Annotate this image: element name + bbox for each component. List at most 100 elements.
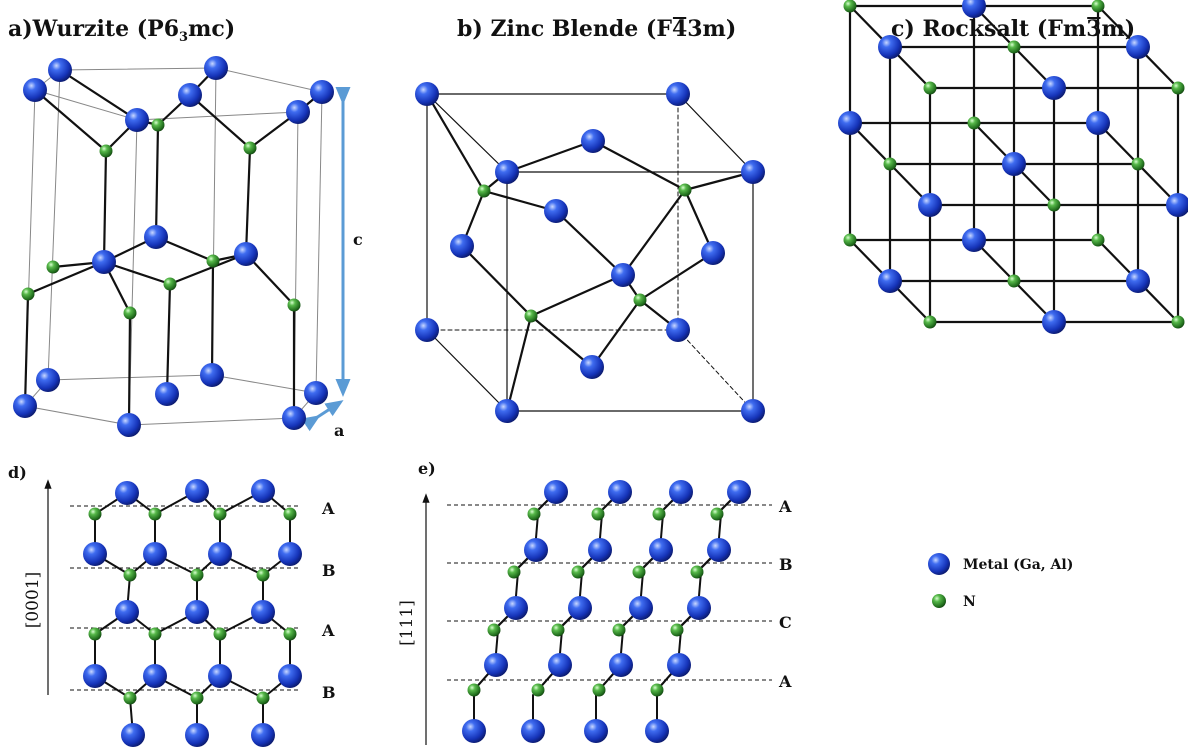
metal-atom <box>962 228 986 252</box>
nitrogen-atom <box>487 623 501 637</box>
a-axis-label: a <box>334 421 344 440</box>
nitrogen-atom <box>843 233 857 247</box>
nitrogen-atom <box>190 568 204 582</box>
metal-atom <box>1086 111 1110 135</box>
metal-atom <box>727 480 751 504</box>
legend-nitrogen-label: N <box>963 594 976 610</box>
metal-atom <box>544 199 568 223</box>
svg-text:c) Rocksalt (Fm3m): c) Rocksalt (Fm3m) <box>891 16 1135 42</box>
axis-label-0001: [0001] <box>23 572 43 629</box>
title-wurtzite: a)Wurzite (P63mc) <box>8 16 235 45</box>
stacking-layer-label: C <box>779 613 792 632</box>
metal-atom <box>13 394 37 418</box>
metal-atom <box>208 542 232 566</box>
nitrogen-atom <box>1171 315 1185 329</box>
nitrogen-atom <box>632 565 646 579</box>
nitrogen-atom <box>243 141 257 155</box>
panel-d-label: d) <box>8 463 27 482</box>
nitrogen-atom <box>213 507 227 521</box>
nitrogen-atom <box>650 683 664 697</box>
nitrogen-atom <box>477 184 491 198</box>
title-rocksalt: c) Rocksalt (Fm3m) <box>891 16 1135 42</box>
nitrogen-atom <box>148 507 162 521</box>
metal-atom <box>521 719 545 743</box>
metal-atom <box>581 129 605 153</box>
metal-atom <box>185 479 209 503</box>
metal-atom <box>669 480 693 504</box>
zinc-blende-structure <box>415 82 765 423</box>
nitrogen-atom <box>1007 274 1021 288</box>
metal-atom <box>185 600 209 624</box>
nitrogen-atom <box>206 254 220 268</box>
stacking-layer-label: B <box>322 561 336 580</box>
metal-atom <box>144 225 168 249</box>
metal-atom <box>666 82 690 106</box>
svg-text:b) Zinc Blende (F43m): b) Zinc Blende (F43m) <box>457 16 736 42</box>
metal-atom <box>117 413 141 437</box>
nitrogen-atom <box>524 309 538 323</box>
nitrogen-atom <box>88 507 102 521</box>
metal-atom <box>584 719 608 743</box>
metal-atom <box>155 382 179 406</box>
metal-atom <box>282 406 306 430</box>
metal-atom <box>83 664 107 688</box>
metal-atom <box>125 108 149 132</box>
nitrogen-atom <box>551 623 565 637</box>
metal-atom <box>286 100 310 124</box>
nitrogen-atom <box>670 623 684 637</box>
metal-atom <box>251 723 275 747</box>
nitrogen-atom <box>531 683 545 697</box>
metal-atom <box>484 653 508 677</box>
nitrogen-atom <box>151 118 165 132</box>
nitrogen-atom <box>163 277 177 291</box>
metal-atom <box>1042 76 1066 100</box>
nitrogen-atom <box>923 81 937 95</box>
metal-atom <box>234 242 258 266</box>
nitrogen-atom <box>571 565 585 579</box>
metal-atom <box>838 111 862 135</box>
nitrogen-atom <box>256 691 270 705</box>
stacking-layer-label: B <box>779 555 793 574</box>
metal-atom <box>495 160 519 184</box>
metal-atom <box>544 480 568 504</box>
title-zinc-blende: b) Zinc Blende (F43m) <box>457 16 736 42</box>
metal-atom <box>918 193 942 217</box>
stacking-layer-label: A <box>778 672 792 691</box>
nitrogen-atom <box>843 0 857 13</box>
c-axis-label: c <box>353 230 363 249</box>
metal-atom <box>415 82 439 106</box>
metal-atom <box>251 479 275 503</box>
metal-atom <box>548 653 572 677</box>
nitrogen-atom <box>690 565 704 579</box>
nitrogen-atom <box>88 627 102 641</box>
nitrogen-atom <box>612 623 626 637</box>
wurtzite-stacking-panel: d) [0001] A B A B <box>8 463 336 747</box>
metal-atom <box>1002 152 1026 176</box>
metal-atom <box>462 719 486 743</box>
nitrogen-atom <box>1091 233 1105 247</box>
metal-atom <box>208 664 232 688</box>
legend: Metal (Ga, Al) N <box>928 553 1073 610</box>
metal-atom <box>278 664 302 688</box>
metal-atom <box>666 318 690 342</box>
metal-atom <box>1126 269 1150 293</box>
stacking-layer-label: A <box>321 621 335 640</box>
metal-atom <box>611 263 635 287</box>
nitrogen-atom <box>213 627 227 641</box>
nitrogen-atom <box>123 306 137 320</box>
metal-atom <box>1166 193 1188 217</box>
metal-atom <box>48 58 72 82</box>
nitrogen-atom <box>1091 0 1105 13</box>
stacking-layer-label: B <box>322 683 336 702</box>
metal-atom <box>304 381 328 405</box>
metal-atom <box>415 318 439 342</box>
metal-atom <box>645 719 669 743</box>
metal-atom <box>649 538 673 562</box>
nitrogen-atom <box>21 287 35 301</box>
nitrogen-atom <box>923 315 937 329</box>
nitrogen-atom <box>283 507 297 521</box>
metal-atom <box>121 723 145 747</box>
metal-atom <box>185 723 209 747</box>
metal-atom <box>92 250 116 274</box>
nitrogen-atom <box>99 144 113 158</box>
